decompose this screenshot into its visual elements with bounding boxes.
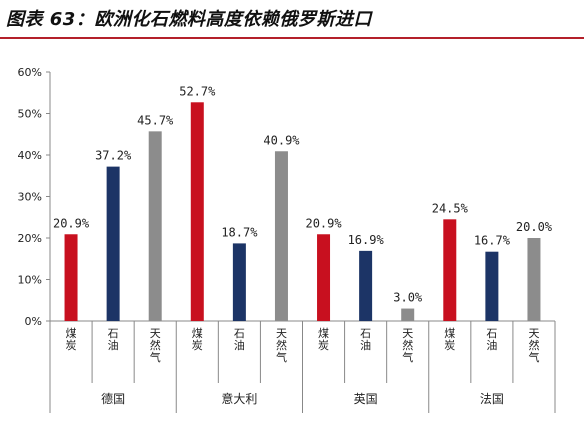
category-label-char: 气 — [528, 350, 539, 364]
category-label-char: 石 — [234, 327, 245, 340]
y-tick-label: 20% — [18, 232, 42, 245]
data-label: 20.9% — [305, 216, 342, 230]
data-label: 3.0% — [393, 291, 423, 305]
category-label-char: 煤 — [444, 327, 455, 340]
bar-coal — [64, 234, 78, 321]
bar-gas — [148, 131, 162, 321]
title-bar: 图表 63：欧洲化石燃料高度依赖俄罗斯进口 — [0, 0, 584, 40]
group-label: 法国 — [480, 392, 504, 406]
category-label-char: 石 — [486, 327, 497, 340]
y-tick-label: 10% — [18, 274, 42, 287]
group-label: 德国 — [101, 391, 125, 406]
data-label: 52.7% — [179, 84, 216, 98]
data-label: 40.9% — [263, 133, 300, 147]
bar-gas — [527, 238, 541, 321]
y-tick-label: 30% — [18, 191, 42, 204]
category-label-char: 天 — [276, 327, 287, 340]
category-label-char: 天 — [528, 327, 539, 340]
category-label-char: 煤 — [192, 327, 203, 340]
category-label-char: 炭 — [318, 339, 329, 352]
category-label-char: 炭 — [444, 339, 455, 352]
category-label-char: 煤 — [318, 327, 329, 340]
data-label: 45.7% — [137, 113, 174, 127]
y-tick-label: 50% — [18, 108, 42, 121]
data-label: 16.7% — [474, 234, 511, 248]
page-title: 图表 63：欧洲化石燃料高度依赖俄罗斯进口 — [6, 9, 372, 30]
category-label-char: 气 — [276, 350, 287, 364]
bar-gas — [401, 308, 415, 321]
category-label-char: 油 — [234, 338, 245, 352]
data-label: 18.7% — [221, 225, 258, 239]
category-label-char: 气 — [402, 350, 413, 364]
category-label-char: 油 — [360, 338, 371, 352]
category-label-char: 然 — [150, 338, 161, 352]
category-label-char: 炭 — [192, 339, 203, 352]
y-tick-label: 0% — [25, 315, 42, 328]
group-label: 英国 — [354, 392, 378, 406]
bar-gas — [274, 151, 288, 321]
category-label-char: 然 — [402, 338, 413, 352]
category-label-char: 天 — [150, 327, 161, 340]
bar-coal — [190, 102, 204, 321]
bar-coal — [443, 219, 457, 321]
category-label-char: 气 — [150, 350, 161, 364]
category-label-char: 油 — [486, 338, 497, 352]
data-label: 20.9% — [53, 216, 90, 230]
category-label-char: 煤 — [66, 327, 77, 340]
data-label: 24.5% — [432, 201, 469, 215]
data-label: 37.2% — [95, 149, 132, 163]
category-label-char: 石 — [360, 327, 371, 340]
category-label-char: 天 — [402, 327, 413, 340]
y-tick-label: 60% — [18, 66, 42, 79]
title-underline — [0, 37, 584, 39]
bar-oil — [359, 250, 373, 321]
group-label: 意大利 — [221, 391, 257, 406]
category-label-char: 然 — [528, 338, 539, 352]
data-label: 20.0% — [516, 220, 553, 234]
category-label-char: 然 — [276, 338, 287, 352]
category-label-char: 石 — [108, 327, 119, 340]
data-label: 16.9% — [348, 233, 385, 247]
bar-oil — [485, 251, 499, 321]
category-label-char: 炭 — [66, 339, 77, 352]
bar-oil — [106, 166, 120, 321]
bar-coal — [317, 234, 331, 321]
category-label-char: 油 — [108, 338, 119, 352]
y-tick-label: 40% — [18, 149, 42, 162]
bar-oil — [232, 243, 246, 321]
